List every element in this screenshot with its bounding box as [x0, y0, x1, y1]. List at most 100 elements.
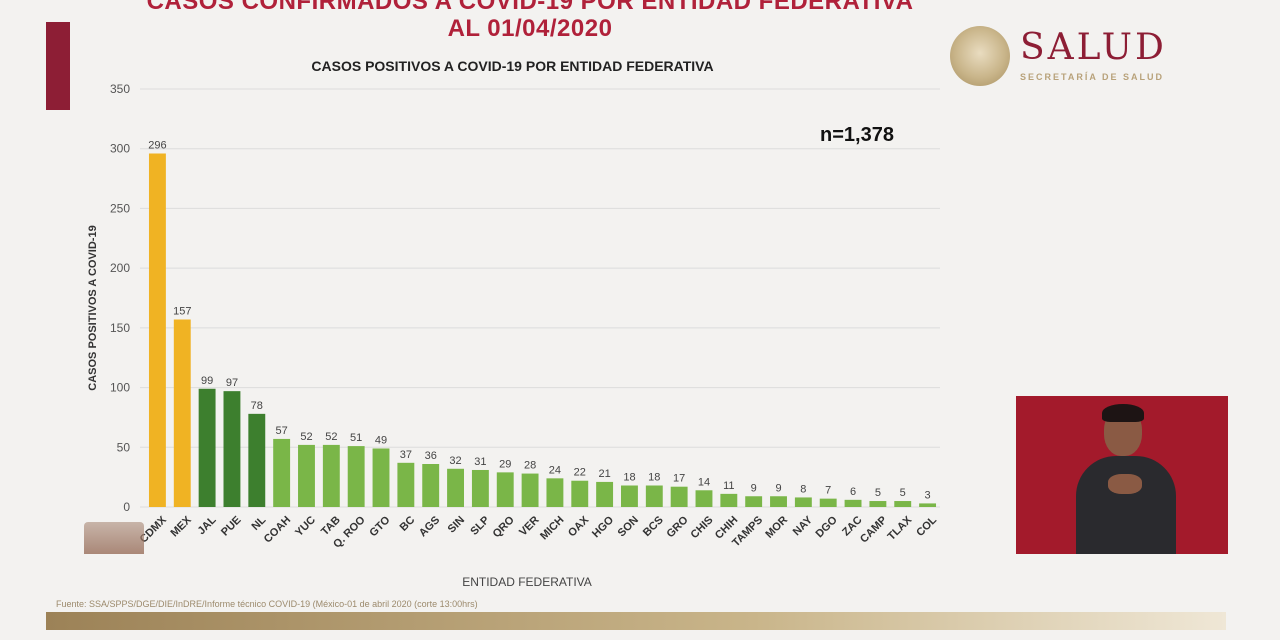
- interpreter-body: [1076, 456, 1176, 554]
- bar-dgo: [819, 498, 837, 507]
- value-label: 9: [775, 482, 781, 494]
- category-label: NAY: [791, 514, 816, 539]
- bar-tab: [322, 444, 340, 507]
- category-label: SON: [616, 514, 641, 539]
- x-axis-label: ENTIDAD FEDERATIVA: [462, 575, 592, 589]
- value-label: 57: [276, 425, 288, 437]
- category-label: GTO: [367, 514, 393, 540]
- bar-nl: [248, 413, 266, 507]
- bar-zac: [844, 499, 862, 507]
- value-label: 52: [325, 431, 337, 443]
- category-label: MICH: [538, 514, 566, 542]
- value-label: 9: [751, 482, 757, 494]
- category-label: SIN: [446, 514, 467, 535]
- value-label: 7: [825, 485, 831, 497]
- value-label: 5: [900, 487, 906, 499]
- page-title: CASOS CONFIRMADOS A COVID-19 POR ENTIDAD…: [146, 0, 914, 15]
- bar-gro: [670, 486, 688, 507]
- bar-bcs: [645, 485, 663, 507]
- category-label: PUE: [219, 514, 243, 538]
- value-label: 18: [648, 472, 660, 484]
- y-tick-label: 50: [117, 440, 131, 454]
- bar-yuc: [298, 444, 315, 507]
- value-label: 5: [875, 487, 881, 499]
- category-label: MEX: [168, 514, 194, 540]
- category-label: NL: [250, 514, 269, 533]
- category-label: OAX: [566, 514, 592, 540]
- category-label: TLAX: [885, 514, 914, 543]
- category-label: GRO: [664, 514, 691, 541]
- value-label: 28: [524, 460, 536, 472]
- value-label: 17: [673, 473, 685, 485]
- category-label: CHIS: [688, 514, 715, 541]
- y-tick-label: 0: [123, 500, 130, 514]
- sign-language-video: [1016, 396, 1228, 554]
- bar-sin: [447, 468, 464, 507]
- category-label: BCS: [641, 514, 666, 539]
- category-label: HGO: [590, 514, 617, 541]
- value-label: 18: [623, 472, 635, 484]
- bar-hgo: [596, 481, 614, 507]
- skyline-decoration: [84, 522, 144, 554]
- bar-ags: [422, 464, 440, 507]
- bar-col: [919, 503, 937, 507]
- category-label: SLP: [468, 514, 492, 538]
- bar-cdmx: [148, 153, 166, 507]
- y-tick-label: 350: [110, 82, 130, 96]
- bar-chart: 0 50 100 150 200 250 300 350 CASOS POSITIVOS A C…: [87, 82, 940, 589]
- bar-oax: [571, 480, 589, 507]
- category-label: AGS: [417, 514, 442, 539]
- chart-title: CASOS POSITIVOS A COVID-19 POR ENTIDAD F…: [311, 58, 714, 74]
- y-tick-label: 250: [110, 201, 130, 215]
- value-label: 6: [850, 486, 856, 498]
- bar-q-roo: [347, 446, 365, 507]
- value-label: 49: [375, 434, 387, 446]
- bar-slp: [471, 469, 489, 507]
- value-label: 51: [350, 432, 362, 444]
- sample-size-annotation: n=1,378: [820, 124, 894, 146]
- salud-logo-word: SALUD: [1020, 27, 1167, 68]
- value-label: 22: [574, 467, 586, 479]
- category-label: YUC: [293, 514, 318, 539]
- y-tick-label: 100: [110, 381, 130, 395]
- y-tick-label: 150: [110, 321, 130, 335]
- page-title-date: AL 01/04/2020: [447, 15, 613, 42]
- category-label: JAL: [195, 514, 218, 537]
- bar-mex: [173, 319, 191, 507]
- category-label: MOR: [763, 514, 790, 541]
- interpreter-hands: [1108, 474, 1142, 494]
- bar-gto: [372, 448, 390, 507]
- value-label: 296: [148, 139, 166, 151]
- bar-nay: [794, 497, 812, 507]
- value-label: 29: [499, 458, 511, 470]
- value-label: 37: [400, 449, 412, 461]
- category-label: CAMP: [858, 514, 889, 545]
- value-label: 99: [201, 375, 213, 387]
- bar-camp: [869, 501, 887, 507]
- value-label: 11: [723, 480, 734, 492]
- bar-ver: [521, 473, 539, 507]
- bar-coah: [273, 438, 291, 507]
- y-tick-label: 200: [110, 261, 130, 275]
- value-label: 36: [425, 450, 437, 462]
- bar-mor: [770, 496, 787, 507]
- category-label: DGO: [814, 514, 841, 541]
- y-axis-label: CASOS POSITIVOS A COVID-19: [87, 225, 99, 390]
- interpreter-hair: [1102, 404, 1144, 422]
- bar-qro: [496, 472, 514, 507]
- value-label: 21: [598, 468, 610, 480]
- footer-bar: [46, 612, 1226, 630]
- value-label: 24: [549, 464, 561, 476]
- national-emblem-icon: [950, 26, 1010, 86]
- bar-mich: [546, 478, 564, 507]
- value-label: 97: [226, 377, 238, 389]
- bar-bc: [397, 462, 415, 507]
- category-label: QRO: [491, 514, 518, 541]
- value-label: 157: [173, 305, 191, 317]
- value-label: 14: [698, 476, 710, 488]
- accent-bar: [46, 22, 70, 110]
- bar-tlax: [894, 501, 912, 507]
- bar-tamps: [745, 496, 763, 507]
- bar-chih: [720, 493, 738, 507]
- source-note: Fuente: SSA/SPPS/DGE/DIE/InDRE/Informe t…: [56, 599, 478, 609]
